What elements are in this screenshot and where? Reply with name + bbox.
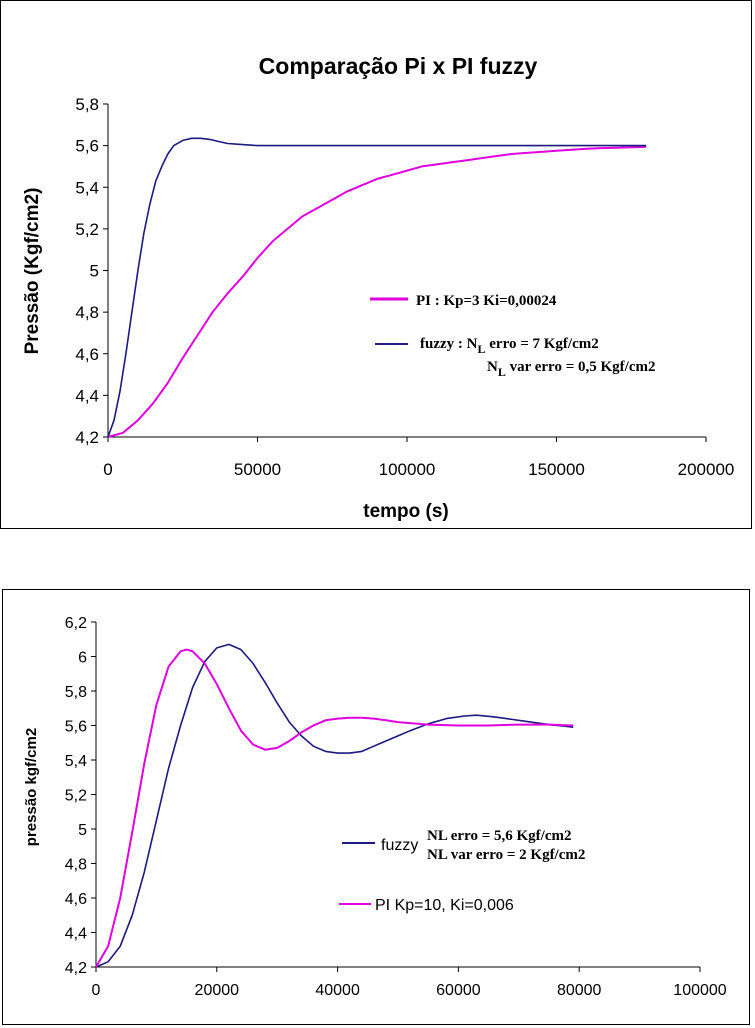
y-tick-label: 4,4 [65,926,87,943]
chart-title: Comparação Pi x PI fuzzy [259,53,538,79]
x-tick-label: 0 [92,982,101,999]
series-line-pi [107,145,647,438]
y-tick-label: 5,4 [75,178,99,197]
x-tick-label: 150000 [528,460,585,479]
legend2-pi-label: PI Kp=10, Ki=0,006 [375,897,514,914]
chart-bottom: pressão kgf/cm2 fuzzy NL erro = 5,6 Kgf/… [2,589,750,1025]
x-tick-label: 50000 [234,460,281,479]
legend2-fuzzy-name: fuzzy [381,837,418,854]
legend-fuzzy-line2: NL var erro = 0,5 Kgf/cm2 [487,359,655,379]
chart-top-svg: Comparação Pi x PI fuzzy Pressão (Kgf/cm… [22,53,735,522]
chart-top: Comparação Pi x PI fuzzy Pressão (Kgf/cm… [0,0,752,529]
legend2-fuzzy-line1: NL erro = 5,6 Kgf/cm2 [427,828,572,844]
chart-bottom-svg: pressão kgf/cm2 fuzzy NL erro = 5,6 Kgf/… [23,615,727,999]
x-tick-label: 60000 [436,982,481,999]
y-axis-label: Pressão (Kgf/cm2) [22,188,43,355]
y-tick-label: 4,2 [65,960,87,977]
y-tick-label: 6 [78,650,87,667]
x-tick-label: 40000 [315,982,360,999]
y-tick-label: 5,6 [65,719,87,736]
y-tick-label: 4,2 [75,428,99,447]
series-line-fuzzy [95,643,574,968]
x-tick-label: 20000 [195,982,240,999]
legend2-fuzzy-line2: NL var erro = 2 Kgf/cm2 [427,847,585,863]
y-tick-label: 5 [90,262,99,281]
y-tick-label: 5,2 [65,788,87,805]
y-tick-label: 4,8 [65,857,87,874]
series-line-fuzzy [107,137,647,438]
y-axis-label-2: pressão kgf/cm2 [23,728,40,846]
x-tick-label: 200000 [678,460,735,479]
y-tick-label: 4,4 [75,386,99,405]
y-tick-label: 6,2 [65,615,87,632]
y-tick-label: 5,8 [75,95,99,114]
y-tick-label: 5,8 [65,684,87,701]
y-tick-label: 5,2 [75,220,99,239]
y-tick-label: 5 [78,822,87,839]
series-line-pi [95,648,574,968]
legend-fuzzy-line1: fuzzy : NL erro = 7 Kgf/cm2 [420,336,599,356]
x-tick-label: 0 [103,460,112,479]
y-tick-label: 5,6 [75,137,99,156]
x-tick-label: 80000 [557,982,602,999]
x-tick-label: 100000 [379,460,436,479]
x-axis-label: tempo (s) [363,501,449,522]
x-tick-label: 100000 [673,982,726,999]
legend-pi-label: PI : Kp=3 Ki=0,00024 [416,293,557,309]
y-tick-label: 4,8 [75,303,99,322]
y-tick-label: 5,4 [65,753,87,770]
y-tick-label: 4,6 [75,345,99,364]
y-tick-label: 4,6 [65,891,87,908]
